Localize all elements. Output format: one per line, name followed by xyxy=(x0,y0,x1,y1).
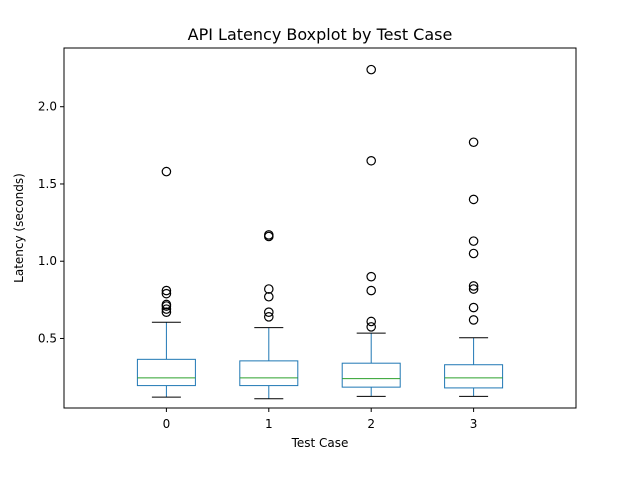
box-group-0 xyxy=(136,166,196,398)
outlier-point xyxy=(468,236,479,246)
iqr-box xyxy=(239,360,299,387)
outlier-point xyxy=(366,64,376,75)
outlier-point xyxy=(366,316,376,327)
box-group-2 xyxy=(341,64,401,397)
outlier-point xyxy=(468,315,479,325)
outlier-point xyxy=(468,137,479,148)
outlier-point xyxy=(366,285,376,296)
y-tick-label: 0.5 xyxy=(38,331,57,345)
y-tick-label: 1.5 xyxy=(38,177,57,191)
outlier-point xyxy=(263,284,274,294)
outlier-point xyxy=(263,312,274,322)
y-axis-label: Latency (seconds) xyxy=(12,173,26,283)
x-tick-label: 2 xyxy=(367,417,375,431)
y-tick-label: 2.0 xyxy=(38,100,57,114)
outlier-point xyxy=(263,230,274,240)
outlier-point xyxy=(161,307,172,318)
iqr-box xyxy=(341,362,401,388)
outlier-point xyxy=(468,248,479,259)
chart-title: API Latency Boxplot by Test Case xyxy=(188,25,453,44)
y-tick-label: 1.0 xyxy=(38,254,57,268)
box-group-3 xyxy=(444,137,504,397)
outlier-point xyxy=(161,285,172,296)
outlier-point xyxy=(366,155,376,166)
outlier-point xyxy=(468,302,479,313)
outlier-point xyxy=(468,194,479,205)
outlier-point xyxy=(468,284,479,294)
axes-frame xyxy=(63,47,577,409)
x-tick-label: 3 xyxy=(470,417,478,431)
outlier-point xyxy=(263,291,274,302)
outlier-point xyxy=(161,288,172,299)
box-group-1 xyxy=(239,230,299,400)
outlier-point xyxy=(161,299,172,310)
plot-area xyxy=(136,64,504,400)
outlier-point xyxy=(161,166,172,177)
outlier-point xyxy=(468,281,479,291)
x-tick-label: 1 xyxy=(265,417,273,431)
x-tick-label: 0 xyxy=(163,417,171,431)
iqr-box xyxy=(136,358,196,387)
iqr-box xyxy=(444,364,504,389)
outlier-point xyxy=(366,271,376,282)
x-axis-label: Test Case xyxy=(291,436,349,450)
outlier-point xyxy=(366,322,376,332)
outlier-point xyxy=(161,304,172,314)
outlier-point xyxy=(263,307,274,318)
